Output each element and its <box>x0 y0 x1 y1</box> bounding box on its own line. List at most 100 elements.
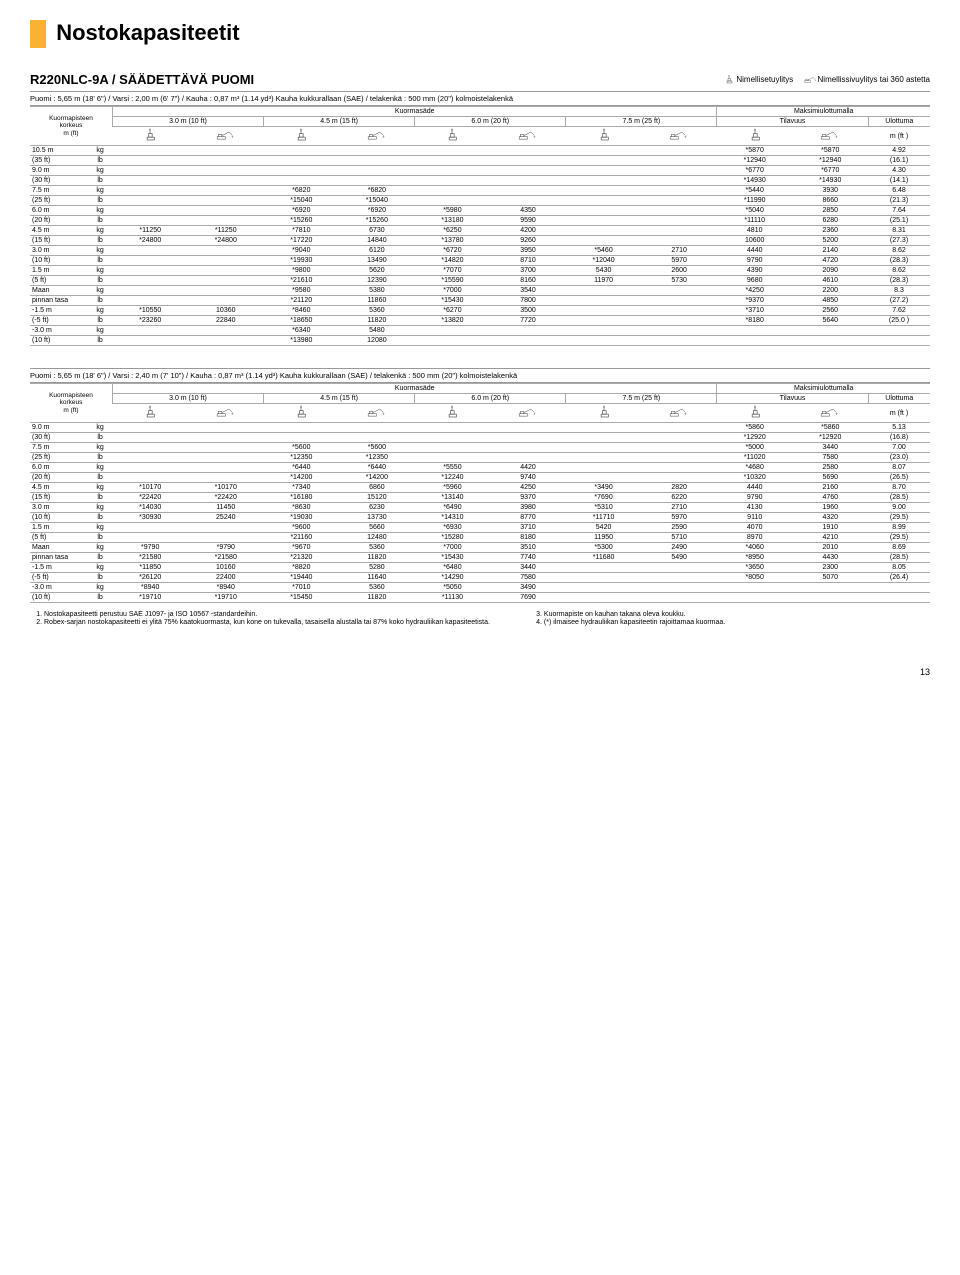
cell: *5050 <box>415 583 491 593</box>
cell: *5300 <box>566 543 642 553</box>
cell: 7580 <box>490 573 566 583</box>
cell: 8.70 <box>868 483 930 493</box>
cell: (28.3) <box>868 256 930 266</box>
cell <box>112 473 188 483</box>
cell <box>188 433 264 443</box>
cell: 3700 <box>490 266 566 276</box>
cell: 4720 <box>792 256 868 266</box>
cell: *21580 <box>112 553 188 563</box>
cell <box>641 583 717 593</box>
cell <box>868 583 930 593</box>
row-unit: kg <box>88 583 113 593</box>
cell: 8.62 <box>868 266 930 276</box>
front-icon <box>594 128 614 142</box>
cell: 3440 <box>490 563 566 573</box>
cell: *5310 <box>566 503 642 513</box>
cell: *8460 <box>264 306 340 316</box>
cell <box>415 326 491 336</box>
cell: 11820 <box>339 553 415 563</box>
table-row: (5 ft)lb*2161012390*15590816011970573096… <box>30 276 930 286</box>
row-unit: lb <box>88 513 113 523</box>
cell: *6770 <box>717 166 793 176</box>
cell <box>188 216 264 226</box>
cell: 4250 <box>490 483 566 493</box>
cell: 11860 <box>339 296 415 306</box>
row-unit: lb <box>88 553 113 563</box>
cell: 5.13 <box>868 423 930 433</box>
side-icon <box>518 405 538 419</box>
table-row: (10 ft)lb*3093025240*1903013730*14310877… <box>30 513 930 523</box>
cell: 8.3 <box>868 286 930 296</box>
cell: 5280 <box>339 563 415 573</box>
cell <box>717 593 793 603</box>
cell <box>566 226 642 236</box>
cell <box>112 186 188 196</box>
table-row: 1.5 mkg*98005620*70703700543026004390209… <box>30 266 930 276</box>
hdr-ulottuma: Ulottuma <box>868 394 930 404</box>
cell: *6340 <box>264 326 340 336</box>
cell: 22840 <box>188 316 264 326</box>
col-header: 7.5 m (25 ft) <box>566 394 717 404</box>
cell <box>641 473 717 483</box>
cell: 6230 <box>339 503 415 513</box>
spec-line-2: Puomi : 5,65 m (18' 6") / Varsi : 2,40 m… <box>30 368 930 383</box>
row-height: (15 ft) <box>30 236 88 246</box>
cell: 8.31 <box>868 226 930 236</box>
cell: *11020 <box>717 453 793 463</box>
row-height: 1.5 m <box>30 523 88 533</box>
row-unit: lb <box>88 573 113 583</box>
side-icon <box>804 74 818 85</box>
cell: 5660 <box>339 523 415 533</box>
cell: *4060 <box>717 543 793 553</box>
cell: 7.00 <box>868 443 930 453</box>
page-title: Nostokapasiteetit <box>56 20 239 46</box>
table-row: Maankg*95805380*70003540*425022008.3 <box>30 286 930 296</box>
cell: 2140 <box>792 246 868 256</box>
cell <box>566 176 642 186</box>
cell <box>566 563 642 573</box>
cell <box>188 443 264 453</box>
hdr-kuormasade: Kuormasäde <box>112 107 717 117</box>
cell: *4250 <box>717 286 793 296</box>
cell: 5380 <box>339 286 415 296</box>
cell <box>641 453 717 463</box>
table-row: -1.5 mkg*1185010160*88205280*64803440*36… <box>30 563 930 573</box>
cell: *13140 <box>415 493 491 503</box>
hdr-mft: m (ft ) <box>868 127 930 146</box>
cell <box>112 266 188 276</box>
legend-1-label: Nimellisetuylitys <box>736 75 793 84</box>
table-row: 6.0 mkg*6440*6440*55504420*468025808.07 <box>30 463 930 473</box>
cell: 2820 <box>641 483 717 493</box>
cell: 5360 <box>339 306 415 316</box>
cell: *11850 <box>112 563 188 573</box>
cell <box>415 146 491 156</box>
cell: *6440 <box>264 463 340 473</box>
footnote: Kuormapiste on kauhan takana oleva koukk… <box>544 611 725 618</box>
cell <box>112 146 188 156</box>
cell <box>792 336 868 346</box>
cell <box>490 443 566 453</box>
row-height: 3.0 m <box>30 503 88 513</box>
cell: *21580 <box>188 553 264 563</box>
cell: *14200 <box>264 473 340 483</box>
cell: *11680 <box>566 553 642 563</box>
cell <box>566 156 642 166</box>
cell: 13490 <box>339 256 415 266</box>
cell: *8820 <box>264 563 340 573</box>
side-icon <box>216 128 236 142</box>
cell: *10550 <box>112 306 188 316</box>
cell <box>415 196 491 206</box>
cell <box>641 286 717 296</box>
cell: *14200 <box>339 473 415 483</box>
cell: 3710 <box>490 523 566 533</box>
table-row: (10 ft)lb*1398012080 <box>30 336 930 346</box>
cell <box>641 166 717 176</box>
cell: *8940 <box>188 583 264 593</box>
table-row: -3.0 mkg*63405480 <box>30 326 930 336</box>
row-height: (10 ft) <box>30 593 88 603</box>
col-header: 6.0 m (20 ft) <box>415 394 566 404</box>
cell <box>188 186 264 196</box>
cell <box>112 156 188 166</box>
cell <box>566 206 642 216</box>
row-height: (5 ft) <box>30 533 88 543</box>
